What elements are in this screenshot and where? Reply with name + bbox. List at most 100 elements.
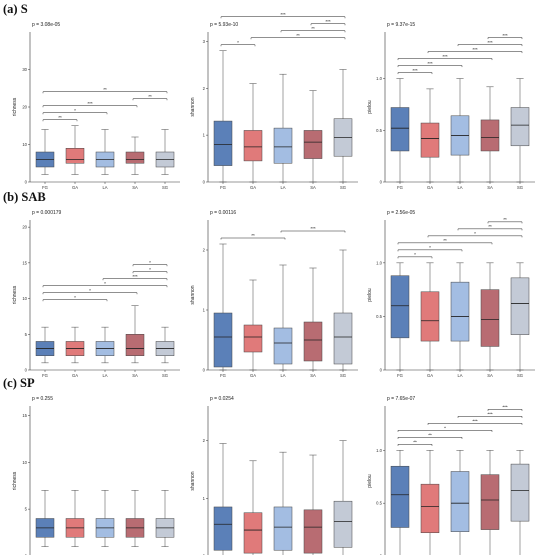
box-sa — [480, 119, 500, 152]
y-tick-label: 0 — [380, 180, 383, 185]
x-tick-label: GA — [427, 373, 433, 378]
significance-label: ** — [148, 94, 152, 99]
significance-label: * — [89, 288, 91, 293]
box-fg — [213, 120, 233, 166]
box-la — [273, 127, 293, 164]
y-axis-label: richness — [12, 285, 18, 304]
p-value-label: p = 3.08e-05 — [32, 22, 60, 28]
y-tick-label: 1 — [203, 133, 206, 138]
p-value-label: p = 0.00116 — [210, 210, 236, 216]
y-axis-label: shannon — [190, 97, 196, 116]
y-axis-label: pielou — [367, 474, 373, 488]
box-sa — [480, 474, 500, 530]
box-ga — [243, 512, 263, 554]
y-tick-label: 10 — [22, 142, 27, 147]
y-tick-label: 0 — [203, 554, 206, 555]
box-ga — [420, 291, 440, 342]
box-sg — [510, 107, 530, 147]
x-tick-label: SG — [517, 373, 523, 378]
p-value-label: p = 0.255 — [32, 396, 53, 402]
x-tick-label: LA — [457, 185, 462, 190]
box-sa — [125, 151, 145, 164]
significance-label: ** — [413, 440, 417, 445]
x-tick-label: FG — [397, 373, 403, 378]
p-value-label: p = 7.65e-07 — [387, 396, 415, 402]
y-tick-label: 0 — [380, 368, 383, 373]
y-tick-label: 2 — [203, 86, 206, 91]
y-tick-label: 5 — [25, 507, 28, 512]
x-tick-label: LA — [102, 373, 107, 378]
significance-label: *** — [310, 226, 316, 231]
y-tick-label: 0.5 — [376, 128, 382, 133]
box-ga — [243, 324, 263, 353]
y-tick-label: 0.5 — [376, 314, 382, 319]
significance-label: *** — [472, 47, 478, 52]
y-tick-label: 0 — [25, 368, 28, 373]
y-axis-label: richness — [12, 471, 18, 490]
significance-label: *** — [412, 68, 418, 73]
p-value-label: p = 0.0254 — [210, 396, 234, 402]
y-tick-label: 15 — [22, 413, 27, 418]
significance-label: *** — [472, 419, 478, 424]
x-tick-label: GA — [250, 185, 256, 190]
x-tick-label: SG — [162, 185, 168, 190]
significance-label: * — [429, 245, 431, 250]
y-tick-label: 20 — [22, 225, 27, 230]
y-tick-label: 3 — [203, 39, 206, 44]
x-tick-label: LA — [102, 185, 107, 190]
x-tick-label: GA — [72, 185, 78, 190]
significance-label: * — [74, 295, 76, 300]
significance-label: * — [414, 252, 416, 257]
significance-label: ** — [428, 433, 432, 438]
y-tick-label: 10 — [22, 296, 27, 301]
x-tick-label: GA — [427, 185, 433, 190]
box-sa — [125, 334, 145, 356]
significance-label: ** — [251, 233, 255, 238]
y-axis-label: pielou — [367, 288, 373, 302]
y-tick-label: 1.0 — [376, 448, 382, 453]
significance-label: * — [74, 108, 76, 113]
x-tick-label: LA — [457, 373, 462, 378]
x-tick-label: SA — [132, 185, 138, 190]
box-fg — [390, 107, 410, 152]
significance-label: *** — [442, 54, 448, 59]
y-tick-label: 2 — [203, 438, 206, 443]
box-la — [273, 506, 293, 551]
box-sg — [510, 277, 530, 335]
box-ga — [243, 130, 263, 162]
x-tick-label: SG — [340, 185, 346, 190]
y-tick-label: 0 — [203, 368, 206, 373]
box-ga — [420, 483, 440, 534]
x-tick-label: FG — [42, 373, 48, 378]
row-label-sp: (c) SP — [3, 376, 35, 390]
x-tick-label: LA — [280, 373, 285, 378]
y-tick-label: 10 — [22, 460, 27, 465]
x-tick-label: SA — [310, 373, 316, 378]
x-tick-label: SA — [487, 373, 493, 378]
y-tick-label: 1.0 — [376, 76, 382, 81]
significance-label: * — [149, 260, 151, 265]
box-fg — [213, 312, 233, 368]
x-tick-label: SA — [132, 373, 138, 378]
significance-label: ** — [443, 238, 447, 243]
x-tick-label: FG — [220, 185, 226, 190]
row-label-s: (a) S — [3, 2, 28, 16]
box-la — [450, 471, 470, 532]
box-la — [450, 281, 470, 342]
significance-label: ** — [503, 217, 507, 222]
significance-label: ** — [488, 224, 492, 229]
significance-label: *** — [427, 61, 433, 66]
significance-label: *** — [487, 40, 493, 45]
y-axis-label: shannon — [190, 285, 196, 304]
box-sg — [333, 312, 353, 365]
p-value-label: p = 5.93e-10 — [210, 22, 238, 28]
significance-label: ** — [311, 26, 315, 31]
significance-label: ** — [58, 115, 62, 120]
row-label-sab: (b) SAB — [3, 190, 46, 204]
p-value-label: p = 2.56e-05 — [387, 210, 415, 216]
box-sa — [480, 289, 500, 347]
y-axis-label: shannon — [190, 471, 196, 490]
y-tick-label: 15 — [22, 260, 27, 265]
